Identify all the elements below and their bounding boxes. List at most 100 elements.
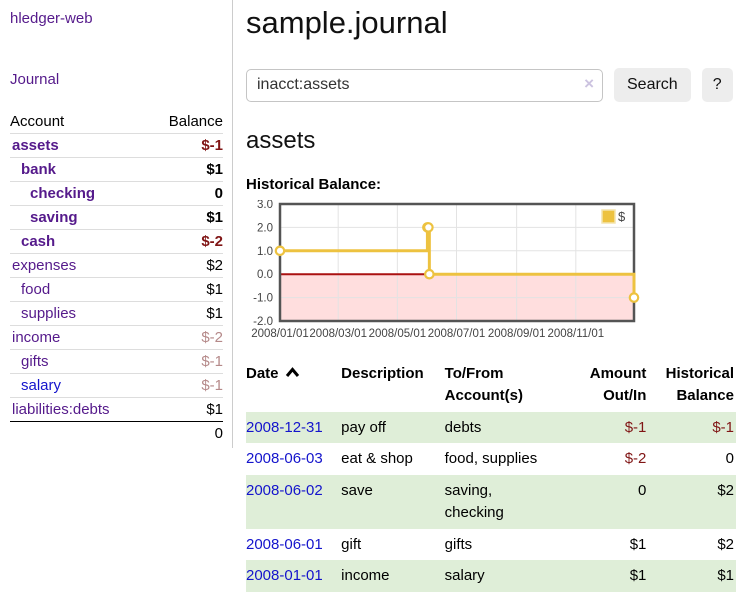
transaction-date-link[interactable]: 2008-12-31 [246, 419, 323, 436]
account-balance: $-1 [148, 374, 223, 398]
transaction-description: gift [341, 529, 445, 561]
transaction-accounts: food, supplies [445, 443, 583, 475]
transaction-description: income [341, 560, 445, 592]
account-row: gifts $-1 [10, 350, 223, 374]
chart-y-tick: -2.0 [253, 316, 273, 328]
chart-legend-label: $ [618, 209, 626, 224]
chart-y-tick: 0.0 [257, 269, 273, 281]
accounts-total-row: 0 [10, 422, 223, 446]
register-table: Date Description To/From Account(s) Amou… [246, 358, 736, 592]
account-link[interactable]: assets [12, 137, 59, 154]
chart-title: Historical Balance: [246, 176, 736, 193]
transaction-amount: $-1 [583, 412, 655, 444]
account-link[interactable]: income [12, 329, 60, 346]
chart-x-tick: 2008/11/01 [547, 328, 604, 340]
account-link[interactable]: saving [30, 209, 78, 226]
register-col-date[interactable]: Date [246, 358, 341, 412]
account-balance: $1 [148, 206, 223, 230]
chart-legend-swatch [602, 210, 615, 223]
transaction-date-link[interactable]: 2008-06-03 [246, 450, 323, 467]
chart-x-tick: 2008/09/01 [488, 328, 546, 340]
account-row: food$1 [10, 278, 223, 302]
sidebar-item-journal[interactable]: Journal [10, 71, 59, 88]
account-link[interactable]: cash [21, 233, 55, 250]
register-col-amount: Amount Out/In [583, 358, 655, 412]
account-row: assets $-1 [10, 134, 223, 158]
account-balance: $2 [148, 254, 223, 278]
account-row: bank $1 [10, 158, 223, 182]
transaction-amount: 0 [583, 475, 655, 529]
register-col-balance: Historical Balance [654, 358, 736, 412]
transaction-description: eat & shop [341, 443, 445, 475]
main-content: sample.journal × Search ? assets Histori… [233, 0, 742, 592]
account-link[interactable]: gifts [21, 353, 49, 370]
transaction-balance: 0 [654, 443, 736, 475]
chart-y-tick: 2.0 [257, 222, 273, 234]
chart-x-tick: 2008/05/01 [369, 328, 427, 340]
transaction-balance: $-1 [654, 412, 736, 444]
account-row: liabilities:debts $1 [10, 398, 223, 422]
transaction-amount: $1 [583, 560, 655, 592]
account-balance: $-1 [148, 350, 223, 374]
transaction-amount: $-2 [583, 443, 655, 475]
account-link[interactable]: bank [21, 161, 56, 178]
account-link[interactable]: supplies [21, 305, 76, 322]
search-form: × Search ? [246, 68, 736, 102]
account-link[interactable]: expenses [12, 257, 76, 274]
account-link[interactable]: salary [21, 377, 61, 394]
register-col-description: Description [341, 358, 445, 412]
account-row: cash $-2 [10, 230, 223, 254]
accounts-col-balance: Balance [148, 110, 223, 134]
account-row: income$-2 [10, 326, 223, 350]
sort-ascending-icon [285, 367, 300, 378]
account-balance: $-2 [148, 230, 223, 254]
chart-y-tick: 3.0 [257, 200, 273, 211]
transaction-description: pay off [341, 412, 445, 444]
account-balance: $-1 [148, 134, 223, 158]
account-link[interactable]: liabilities:debts [12, 401, 110, 418]
search-button[interactable]: Search [614, 68, 691, 102]
transaction-date-link[interactable]: 2008-06-02 [246, 482, 323, 499]
account-row: salary $-1 [10, 374, 223, 398]
accounts-header-row: Account Balance [10, 110, 223, 134]
account-balance: $1 [148, 398, 223, 422]
transaction-balance: $1 [654, 560, 736, 592]
register-col-accounts: To/From Account(s) [445, 358, 583, 412]
account-heading: assets [246, 127, 736, 155]
chart-point [630, 293, 638, 301]
account-link[interactable]: checking [30, 185, 95, 202]
chart-point [276, 247, 284, 255]
chart-y-tick: -1.0 [253, 293, 273, 305]
transaction-description: save [341, 475, 445, 529]
account-balance: $1 [148, 158, 223, 182]
account-link[interactable]: food [21, 281, 50, 298]
brand-link[interactable]: hledger-web [10, 10, 93, 27]
clear-search-icon[interactable]: × [584, 75, 594, 92]
page-title: sample.journal [246, 5, 736, 41]
account-row: saving $1 [10, 206, 223, 230]
transaction-accounts: salary [445, 560, 583, 592]
help-button[interactable]: ? [702, 68, 733, 102]
transaction-accounts: gifts [445, 529, 583, 561]
transaction-balance: $2 [654, 475, 736, 529]
search-input[interactable] [246, 69, 603, 102]
account-row: expenses $2 [10, 254, 223, 278]
chart-x-tick: 2008/07/01 [428, 328, 486, 340]
register-header-row: Date Description To/From Account(s) Amou… [246, 358, 736, 412]
transaction-date-link[interactable]: 2008-06-01 [246, 536, 323, 553]
transaction-balance: $2 [654, 529, 736, 561]
account-balance: $1 [148, 302, 223, 326]
chart-y-tick: 1.0 [257, 246, 273, 258]
chart-point [425, 270, 433, 278]
accounts-total-value: 0 [148, 422, 223, 446]
